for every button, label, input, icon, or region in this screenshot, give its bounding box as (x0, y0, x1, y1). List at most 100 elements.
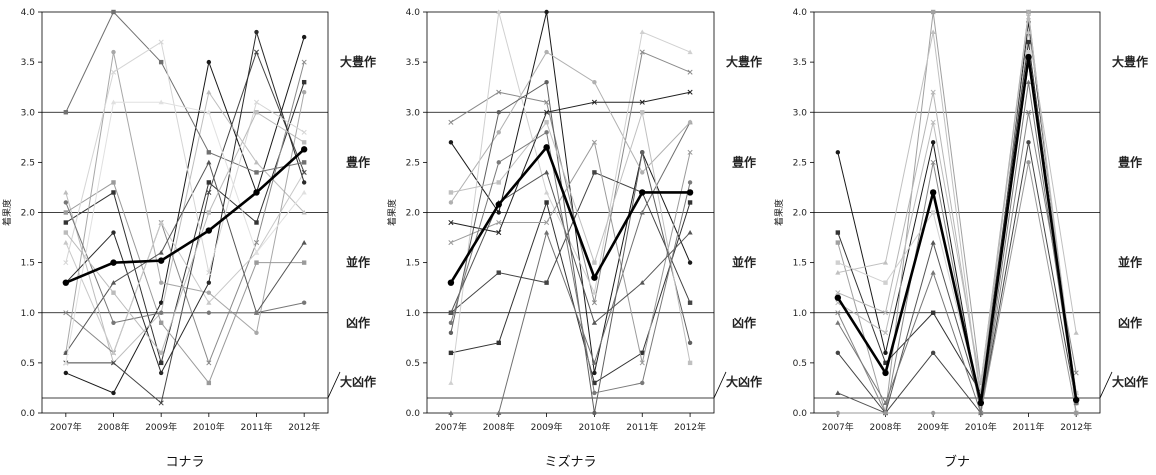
series-point (63, 310, 69, 316)
x-tick-label: 2009年 (531, 421, 563, 433)
series-point (254, 29, 259, 35)
panel-title: ミズナラ (544, 454, 596, 470)
band-label: 大豊作 (726, 54, 762, 69)
series-point (448, 200, 454, 205)
series-point (687, 340, 693, 346)
series-point (930, 310, 936, 315)
series-line (450, 91, 691, 234)
y-tick-label: 4.0 (793, 8, 808, 18)
series-point (206, 210, 212, 215)
band-label: 大凶作 (1112, 374, 1148, 389)
series-point (254, 170, 259, 175)
series-point (301, 180, 307, 185)
series-point (687, 149, 693, 155)
band-label: 並作 (1118, 255, 1142, 270)
series-point (496, 340, 501, 346)
series-point (640, 170, 645, 175)
series-point (544, 280, 549, 285)
series-point (592, 260, 597, 265)
x-tick-label: 2010年 (193, 421, 225, 433)
band-label: 並作 (346, 255, 370, 270)
series-point (882, 310, 889, 316)
y-axis-label: 着果度 (1, 199, 13, 226)
series-point (496, 89, 502, 95)
series-point (111, 9, 116, 15)
series-point (206, 300, 212, 305)
series-point (63, 210, 69, 215)
series-point (1025, 109, 1032, 115)
series-point (496, 229, 502, 236)
series-line (450, 112, 691, 363)
series-point (206, 310, 212, 315)
series-point (301, 300, 307, 305)
series-point (111, 190, 116, 195)
series-point (63, 220, 69, 225)
series-point (544, 130, 549, 135)
mean-point (447, 279, 455, 286)
series-point (835, 270, 841, 275)
series-point (591, 300, 597, 306)
series-line (837, 31, 1077, 404)
series-point (206, 270, 212, 276)
series-point (63, 239, 69, 245)
series-point (448, 240, 454, 246)
series-point (930, 89, 936, 95)
series-point (253, 250, 260, 255)
series-line (450, 51, 691, 203)
series-point (639, 209, 645, 215)
series-point (301, 140, 307, 145)
band-label: 凶作 (346, 315, 370, 330)
series-line (837, 82, 1077, 414)
series-point (687, 300, 693, 305)
series-point (158, 320, 164, 325)
series-point (687, 200, 693, 205)
series-line (65, 161, 305, 354)
leader-line (1099, 371, 1113, 399)
series-point (883, 410, 888, 416)
series-point (254, 330, 259, 335)
series-line (450, 171, 691, 324)
series-point (687, 49, 693, 55)
series-point (930, 350, 936, 356)
mean-point (686, 189, 694, 196)
series-point (206, 109, 212, 115)
series-point (158, 350, 164, 356)
series-point (591, 290, 598, 295)
series-point (158, 370, 164, 376)
series-point (448, 410, 454, 415)
series-point (592, 79, 597, 85)
series-point (111, 230, 116, 235)
band-label: 凶作 (1118, 315, 1142, 330)
series-line (65, 31, 305, 375)
mean-line (836, 56, 1078, 404)
series-point (158, 59, 164, 65)
series-point (640, 110, 645, 115)
series-point (544, 79, 549, 85)
series-point (640, 380, 645, 386)
series-line (65, 61, 305, 365)
y-tick-label: 2.0 (406, 209, 421, 219)
x-tick-label: 2011年 (1013, 421, 1045, 433)
series-line (65, 50, 305, 404)
series-point (1026, 39, 1031, 45)
series-point (448, 219, 454, 226)
x-tick-label: 2008年 (870, 421, 902, 433)
series-point (448, 310, 454, 315)
series-line (450, 171, 691, 314)
series-point (1026, 140, 1031, 145)
series-point (158, 300, 164, 305)
y-tick-label: 2.5 (21, 158, 35, 168)
series-point (835, 230, 841, 235)
series-point (206, 380, 212, 386)
series-point (206, 180, 212, 185)
series-point (544, 109, 550, 115)
y-tick-label: 3.5 (793, 58, 807, 68)
series-line (65, 202, 305, 324)
series-point (206, 59, 212, 65)
series-point (63, 360, 69, 365)
x-tick-label: 2012年 (674, 421, 706, 433)
series-point (1025, 79, 1032, 85)
series-point (448, 380, 454, 385)
band-label: 豊作 (346, 154, 370, 169)
y-tick-label: 0.0 (21, 409, 36, 419)
